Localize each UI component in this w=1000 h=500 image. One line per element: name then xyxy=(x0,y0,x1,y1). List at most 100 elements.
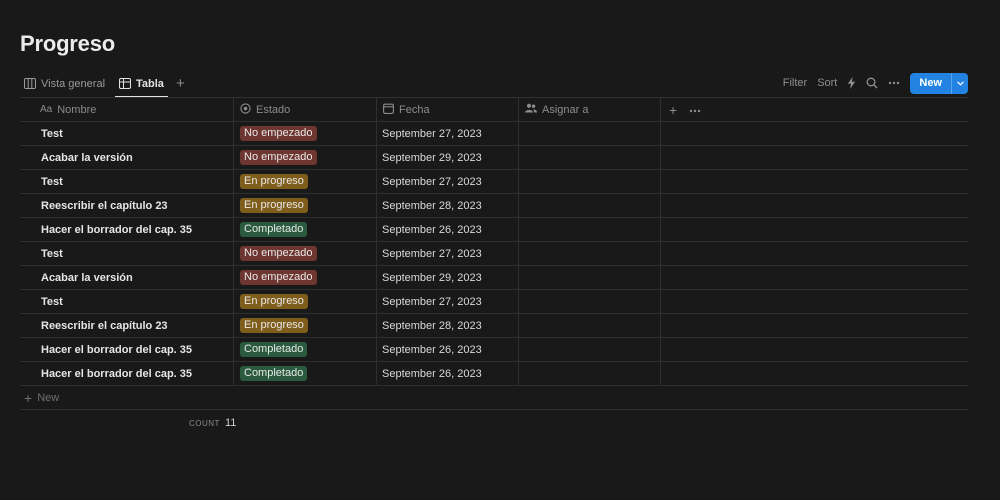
cell-estado[interactable]: En progreso xyxy=(234,170,377,193)
cell-estado[interactable]: No empezado xyxy=(234,146,377,169)
cell-nombre[interactable]: Hacer el borrador del cap. 35 xyxy=(20,362,234,385)
cell-asignar[interactable] xyxy=(519,290,661,313)
chevron-down-icon[interactable] xyxy=(951,72,968,94)
table-row[interactable]: Reescribir el capítulo 23 En progreso Sept… xyxy=(20,314,968,338)
sort-button[interactable]: Sort xyxy=(817,77,838,89)
cell-asignar[interactable] xyxy=(519,218,661,241)
cell-asignar[interactable] xyxy=(519,266,661,289)
cell-nombre[interactable]: Acabar la versión xyxy=(20,266,234,289)
cell-nombre[interactable]: Test xyxy=(20,242,234,265)
status-badge: En progreso xyxy=(240,174,308,189)
row-title[interactable]: Hacer el borrador del cap. 35 xyxy=(41,343,193,356)
new-row-label: New xyxy=(37,391,60,404)
count-summary[interactable]: COUNT 11 xyxy=(189,417,236,429)
cell-nombre[interactable]: Test xyxy=(20,122,234,145)
row-title[interactable]: Acabar la versión xyxy=(41,271,133,284)
cell-asignar[interactable] xyxy=(519,146,661,169)
row-title[interactable]: Test xyxy=(41,247,63,260)
cell-fecha[interactable]: September 29, 2023 xyxy=(377,146,519,169)
table-row[interactable]: Hacer el borrador del cap. 35 Completado S… xyxy=(20,338,968,362)
row-title[interactable]: Test xyxy=(41,295,63,308)
view-tabs: Vista general Tabla + xyxy=(20,70,187,98)
table-row[interactable]: Test No empezado September 27, 2023 xyxy=(20,242,968,266)
ellipsis-icon[interactable] xyxy=(689,104,701,116)
row-title[interactable]: Reescribir el capítulo 23 xyxy=(41,319,168,332)
status-badge: No empezado xyxy=(240,246,317,261)
new-button-label: New xyxy=(919,77,942,89)
cell-asignar[interactable] xyxy=(519,362,661,385)
date-value: September 28, 2023 xyxy=(382,199,482,212)
cell-estado[interactable]: No empezado xyxy=(234,122,377,145)
cell-asignar[interactable] xyxy=(519,122,661,145)
cell-fecha[interactable]: September 27, 2023 xyxy=(377,242,519,265)
new-row-button[interactable]: + New xyxy=(20,386,968,410)
cell-nombre[interactable]: Hacer el borrador del cap. 35 xyxy=(20,218,234,241)
table-row[interactable]: Hacer el borrador del cap. 35 Completado S… xyxy=(20,218,968,242)
row-title[interactable]: Acabar la versión xyxy=(41,151,133,164)
table-row[interactable]: Test En progreso September 27, 2023 xyxy=(20,170,968,194)
column-header-asignar[interactable]: Asignar a xyxy=(519,98,661,121)
cell-estado[interactable]: En progreso xyxy=(234,314,377,337)
cell-asignar[interactable] xyxy=(519,242,661,265)
cell-fecha[interactable]: September 27, 2023 xyxy=(377,170,519,193)
row-title[interactable]: Hacer el borrador del cap. 35 xyxy=(41,367,193,380)
cell-empty xyxy=(661,338,968,361)
cell-nombre[interactable]: Hacer el borrador del cap. 35 xyxy=(20,338,234,361)
status-badge: En progreso xyxy=(240,318,308,333)
cell-fecha[interactable]: September 26, 2023 xyxy=(377,362,519,385)
row-title[interactable]: Hacer el borrador del cap. 35 xyxy=(41,223,193,236)
cell-fecha[interactable]: September 26, 2023 xyxy=(377,218,519,241)
table-row[interactable]: Reescribir el capítulo 23 En progreso Sept… xyxy=(20,194,968,218)
cell-nombre[interactable]: Acabar la versión xyxy=(20,146,234,169)
ellipsis-icon[interactable] xyxy=(888,81,900,85)
add-view-plus-icon[interactable]: + xyxy=(175,75,185,92)
cell-asignar[interactable] xyxy=(519,338,661,361)
column-label: Estado xyxy=(256,103,291,116)
row-title[interactable]: Test xyxy=(41,175,63,188)
column-header-fecha[interactable]: Fecha xyxy=(377,98,519,121)
column-header-estado[interactable]: Estado xyxy=(234,98,377,121)
cell-fecha[interactable]: September 27, 2023 xyxy=(377,122,519,145)
cell-fecha[interactable]: September 26, 2023 xyxy=(377,338,519,361)
table-row[interactable]: Acabar la versión No empezado September 29… xyxy=(20,146,968,170)
status-badge: Completado xyxy=(240,342,308,357)
cell-estado[interactable]: No empezado xyxy=(234,266,377,289)
table-row[interactable]: Hacer el borrador del cap. 35 Completado S… xyxy=(20,362,968,386)
cell-estado[interactable]: Completado xyxy=(234,218,377,241)
cell-empty xyxy=(661,290,968,313)
cell-estado[interactable]: Completado xyxy=(234,338,377,361)
cell-nombre[interactable]: Reescribir el capítulo 23 xyxy=(20,194,234,217)
table-row[interactable]: Test En progreso September 27, 2023 xyxy=(20,290,968,314)
people-icon xyxy=(525,103,537,116)
cell-fecha[interactable]: September 27, 2023 xyxy=(377,290,519,313)
date-value: September 29, 2023 xyxy=(382,271,482,284)
column-header-nombre[interactable]: Aa Nombre xyxy=(20,98,234,121)
cell-fecha[interactable]: September 28, 2023 xyxy=(377,194,519,217)
cell-nombre[interactable]: Test xyxy=(20,170,234,193)
tab-tabla[interactable]: Tabla xyxy=(115,70,168,98)
calendar-icon xyxy=(383,103,394,117)
table-row[interactable]: Test No empezado September 27, 2023 xyxy=(20,122,968,146)
board-columns-icon xyxy=(24,78,36,89)
lightning-icon[interactable] xyxy=(847,77,856,89)
table-row[interactable]: Acabar la versión No empezado September 29… xyxy=(20,266,968,290)
cell-estado[interactable]: En progreso xyxy=(234,194,377,217)
new-button[interactable]: New xyxy=(910,72,968,94)
cell-estado[interactable]: En progreso xyxy=(234,290,377,313)
search-icon[interactable] xyxy=(866,77,878,89)
add-property-plus-icon[interactable]: + xyxy=(669,101,678,118)
cell-asignar[interactable] xyxy=(519,170,661,193)
row-title[interactable]: Test xyxy=(41,127,63,140)
cell-fecha[interactable]: September 29, 2023 xyxy=(377,266,519,289)
cell-nombre[interactable]: Test xyxy=(20,290,234,313)
cell-asignar[interactable] xyxy=(519,314,661,337)
cell-estado[interactable]: No empezado xyxy=(234,242,377,265)
cell-empty xyxy=(661,170,968,193)
cell-nombre[interactable]: Reescribir el capítulo 23 xyxy=(20,314,234,337)
cell-asignar[interactable] xyxy=(519,194,661,217)
cell-fecha[interactable]: September 28, 2023 xyxy=(377,314,519,337)
cell-estado[interactable]: Completado xyxy=(234,362,377,385)
row-title[interactable]: Reescribir el capítulo 23 xyxy=(41,199,168,212)
tab-vista-general[interactable]: Vista general xyxy=(20,70,109,97)
filter-button[interactable]: Filter xyxy=(782,77,808,89)
